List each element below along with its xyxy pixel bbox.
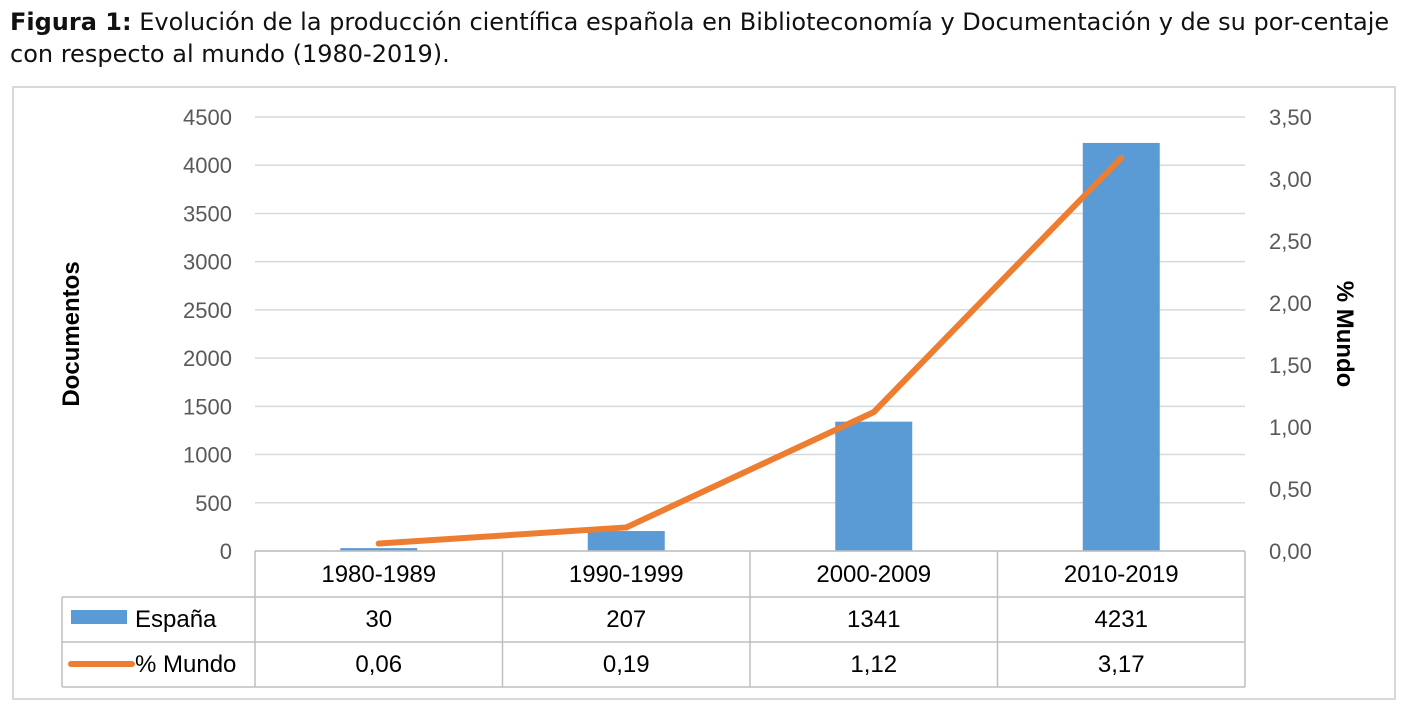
y-axis-title: Documentos [58,261,85,406]
y2-axis-ticks: 0,00 0,50 1,00 1,50 2,00 2,50 3,00 3,50 [1269,105,1312,564]
data-label-mundo: 1,12 [850,651,897,678]
y-tick-label: 1000 [183,443,232,468]
y-tick-label: 500 [195,491,232,516]
data-table: 1980-1989 1990-1999 2000-2009 2010-2019 Espa… [61,550,1246,688]
y2-tick-label: 2,00 [1269,291,1312,316]
y2-tick-label: 1,00 [1269,415,1312,440]
figure-caption: Figura 1: Evolución de la producción cie… [10,6,1406,70]
y2-axis-title: % Mundo [1331,281,1358,388]
y-tick-label: 3000 [183,250,232,275]
y-tick-label: 2500 [183,298,232,323]
y-tick-label: 4000 [183,153,232,178]
bar-2000-2009 [835,421,913,551]
caption-text: Evolución de la producción científica es… [10,8,1390,68]
y2-tick-label: 0,00 [1269,539,1312,564]
data-label-mundo: 3,17 [1098,651,1145,678]
x-tick-label: 2010-2019 [1064,561,1179,588]
y-tick-label: 2000 [183,346,232,371]
legend-label-mundo: % Mundo [135,651,236,678]
y2-tick-label: 3,50 [1269,105,1312,130]
data-label-espana: 207 [606,606,646,633]
data-label-mundo: 0,19 [603,651,650,678]
point-2010-2019 [1118,154,1125,161]
point-1980-1989 [375,540,382,547]
bar-2010-2019 [1082,142,1160,552]
x-tick-label: 1980-1989 [321,561,436,588]
y2-tick-label: 2,50 [1269,229,1312,254]
data-label-mundo: 0,06 [355,651,402,678]
caption-label: Figura 1: [10,8,132,36]
point-2000-2009 [870,409,877,416]
line-series [375,154,1125,547]
y-axis-ticks: 0 500 1000 1500 2000 2500 3000 3500 4000 4500 [183,105,232,564]
data-label-espana: 1341 [847,606,900,633]
x-tick-label: 2000-2009 [816,561,931,588]
x-tick-label: 1990-1999 [569,561,684,588]
legend-label-espana: España [135,606,217,633]
bar-1980-1989 [340,548,418,551]
legend-swatch-espana [71,610,127,624]
y2-tick-label: 0,50 [1269,477,1312,502]
y-tick-label: 3500 [183,201,232,226]
data-label-espana: 4231 [1095,606,1148,633]
y2-tick-label: 1,50 [1269,353,1312,378]
data-label-espana: 30 [365,606,392,633]
y-tick-label: 0 [220,539,232,564]
y2-tick-label: 3,00 [1269,167,1312,192]
bars [340,142,1160,552]
y-tick-label: 4500 [183,105,232,130]
point-1990-1999 [623,524,630,531]
y-tick-label: 1500 [183,394,232,419]
line-path-mundo [375,154,1125,547]
bar-1990-1999 [587,531,665,551]
